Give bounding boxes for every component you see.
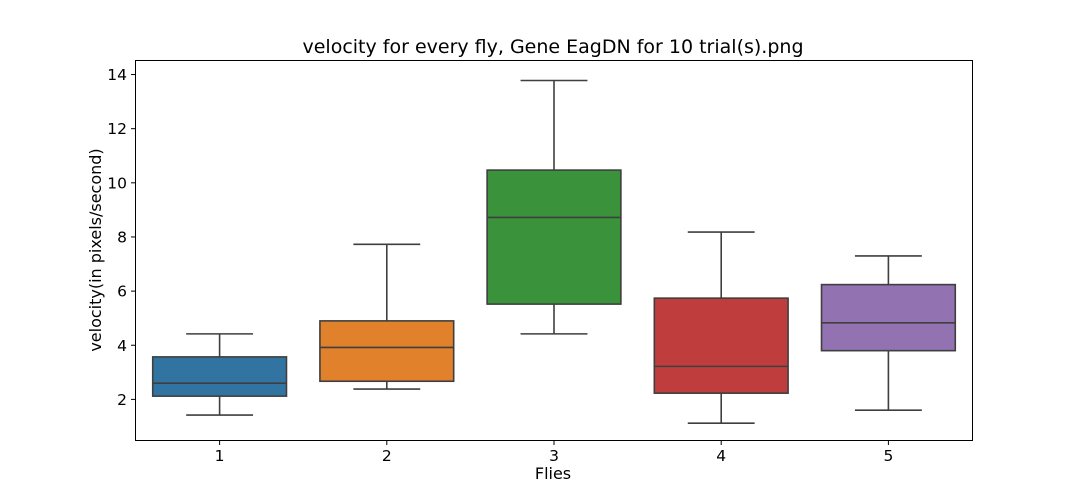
y-tick-label: 12 <box>107 120 127 138</box>
x-tick-label: 4 <box>716 447 726 465</box>
x-tick-label: 5 <box>883 447 893 465</box>
x-tick-label: 3 <box>549 447 559 465</box>
y-axis: 2 4 6 8 10 12 14 <box>107 66 136 409</box>
box-4 <box>653 297 789 394</box>
box-1 <box>151 356 288 397</box>
y-tick-label: 14 <box>107 66 127 84</box>
chart-title: velocity for every fly, Gene EagDN for 1… <box>302 36 803 58</box>
x-tick-label: 1 <box>215 447 225 465</box>
y-tick-label: 2 <box>117 391 127 409</box>
x-tick-label: 2 <box>382 447 392 465</box>
y-tick-label: 8 <box>117 228 127 246</box>
y-axis-label: velocity(in pixels/second) <box>86 148 105 351</box>
x-axis-label: Flies <box>535 464 571 483</box>
y-tick-label: 10 <box>107 174 127 192</box>
y-tick-label: 6 <box>117 283 127 301</box>
x-axis: 1 2 3 4 5 <box>215 440 893 465</box>
plot-area <box>151 79 957 425</box>
box-3 <box>486 169 622 305</box>
box-group-2 <box>319 243 455 390</box>
box-group-5 <box>820 255 957 412</box>
y-tick-label: 4 <box>117 337 127 355</box>
box-group-3 <box>486 79 622 335</box>
box-5 <box>820 283 957 352</box>
box-2 <box>319 320 455 383</box>
box-group-1 <box>151 333 288 416</box>
box-group-4 <box>653 231 789 425</box>
